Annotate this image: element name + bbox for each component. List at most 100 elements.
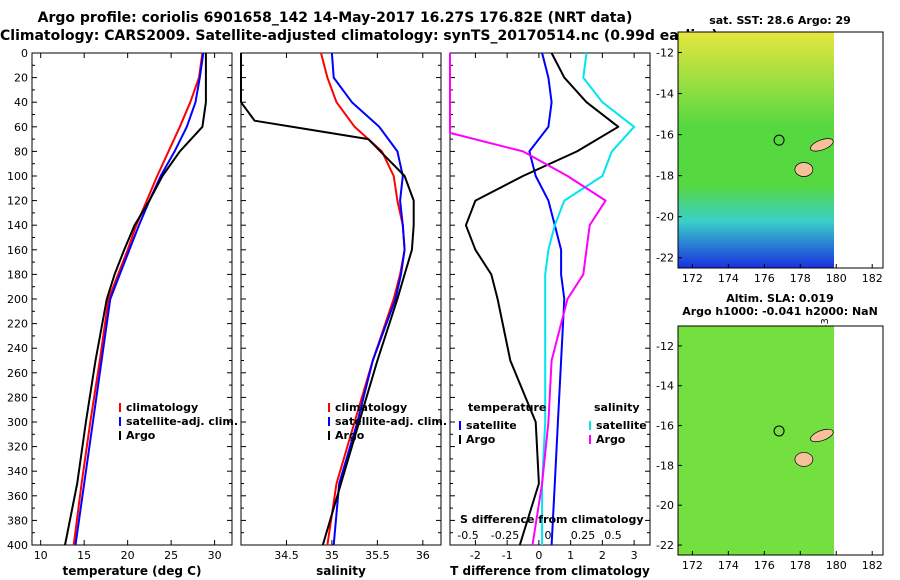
y-tick-label: 380	[7, 514, 28, 527]
lon-tick-label: 176	[754, 559, 775, 572]
secondary-tick-label: 0.5	[604, 529, 622, 542]
legend-label: satellite	[466, 419, 517, 432]
y-tick-label: 120	[7, 195, 28, 208]
x-axis-label: temperature (deg C)	[63, 564, 202, 578]
y-tick-label: 400	[7, 539, 28, 552]
map-sst: 172 174 176 178 180 182 -12 -14 -16 -18 -20 -22	[656, 31, 884, 285]
x-tick-label: 20	[121, 549, 135, 562]
y-tick-label: 60	[14, 121, 28, 134]
chart-title-line1: Argo profile: coriolis 6901658_142 14-Ma…	[37, 10, 633, 26]
island-vanua-levu	[810, 428, 834, 443]
x-tick-label: 30	[208, 549, 222, 562]
y-tick-label: 180	[7, 268, 28, 281]
chart-title-line2: Climatology: CARS2009. Satellite-adjuste…	[0, 28, 718, 44]
legend-title-temperature: temperature	[468, 401, 546, 414]
sla-map-subtitle: Argo h1000: -0.041 h2000: NaN	[682, 305, 878, 318]
lon-tick-label: 178	[790, 272, 811, 285]
legend-label: Argo	[596, 433, 626, 446]
lat-tick-label: -22	[656, 539, 674, 552]
lat-tick-label: -14	[656, 88, 674, 101]
lon-tick-label: 182	[862, 559, 883, 572]
series-line-satellite-adj-clim-	[74, 52, 205, 546]
series-line-satellite-adj-clim-	[330, 52, 406, 546]
plot-frame-difference	[449, 52, 651, 546]
y-tick-label: 220	[7, 318, 28, 331]
legend-title-salinity: salinity	[594, 401, 640, 414]
y-tick-label: 0	[21, 47, 28, 60]
x-tick-label: 1	[567, 549, 574, 562]
y-tick-label: 200	[7, 293, 28, 306]
y-tick-label: 240	[7, 342, 28, 355]
legend-label: satellite-adj. clim.	[335, 415, 447, 428]
y-tick-label: 300	[7, 416, 28, 429]
panel-difference: -2 -1 0 1 2 3 T difference from climatology tem…	[449, 52, 651, 578]
x-tick-label: -2	[470, 549, 481, 562]
island-viti-levu	[794, 162, 814, 177]
panel-temperature: 0 20 40 60 80 100 120 140 160 180 200 220 240 260 280 3…	[7, 47, 238, 578]
argo-position-marker	[773, 425, 785, 437]
x-tick-label: 15	[77, 549, 91, 562]
secondary-tick-label: -0.5	[457, 529, 478, 542]
legend-label: Argo	[466, 433, 496, 446]
sst-map-title: sat. SST: 28.6 Argo: 29	[709, 14, 851, 27]
y-tick-label: 140	[7, 219, 28, 232]
lon-tick-label: 178	[790, 559, 811, 572]
y-tick-label: 20	[14, 72, 28, 85]
island-vanua-levu	[810, 138, 834, 152]
map-frame-sst	[677, 31, 884, 269]
panel-salinity: 34.5 35 35.5 36 salinity climatologysatellite…	[240, 52, 447, 578]
legend-label: climatology	[126, 401, 198, 414]
legend-label: satellite	[596, 419, 647, 432]
series-line-salinity-satellite	[541, 52, 636, 545]
lon-tick-label: 182	[862, 272, 883, 285]
y-tick-label: 320	[7, 441, 28, 454]
x-tick-label: 2	[599, 549, 606, 562]
lat-tick-label: -18	[656, 459, 674, 472]
series-line-temperature-argo	[464, 52, 620, 546]
x-tick-label: 36	[416, 549, 430, 562]
x-tick-label: 3	[631, 549, 638, 562]
lat-tick-label: -20	[656, 211, 674, 224]
map-blank-strip	[834, 326, 842, 555]
lon-tick-label: 180	[826, 272, 847, 285]
lat-tick-label: -16	[656, 420, 674, 433]
lon-tick-label: 174	[718, 272, 739, 285]
legend-label: Argo	[126, 429, 156, 442]
profile-panels: 0204060801001201401601802002202402602803…	[7, 47, 651, 578]
secondary-tick-label: 0.25	[571, 529, 596, 542]
legend-label: Argo	[335, 429, 365, 442]
y-tick-label: 80	[14, 145, 28, 158]
y-tick-label: 260	[7, 367, 28, 380]
x-axis-label: salinity	[316, 564, 366, 578]
x-tick-label: 25	[164, 549, 178, 562]
lat-tick-label: -16	[656, 129, 674, 142]
map-frame-sla	[677, 325, 884, 556]
lon-tick-label: 176	[754, 272, 775, 285]
sla-map-title: Altim. SLA: 0.019	[726, 292, 834, 305]
secondary-axis-label: S difference from climatology	[460, 513, 644, 526]
series-line-argo	[240, 53, 415, 546]
lat-tick-label: -18	[656, 170, 674, 183]
series-line-temperature-satellite	[528, 52, 566, 546]
series-line-salinity-argo	[449, 53, 607, 546]
series-line-climatology	[72, 52, 204, 546]
x-tick-label: 34.5	[274, 549, 299, 562]
x-tick-label: 35.5	[365, 549, 390, 562]
legend-label: satellite-adj. clim.	[126, 415, 238, 428]
map-blank-strip	[834, 32, 842, 268]
series-line-climatology	[320, 52, 406, 546]
y-tick-label: 280	[7, 391, 28, 404]
y-tick-label: 40	[14, 96, 28, 109]
island-viti-levu	[794, 452, 814, 467]
x-tick-label: 35	[325, 549, 339, 562]
y-tick-label: 160	[7, 244, 28, 257]
lat-tick-label: -20	[656, 499, 674, 512]
series-line-argo	[64, 53, 207, 546]
argo-position-marker	[773, 134, 785, 146]
lat-tick-label: -22	[656, 252, 674, 265]
secondary-tick-label: 0	[545, 529, 552, 542]
y-tick-label: 100	[7, 170, 28, 183]
x-tick-label: 0	[535, 549, 542, 562]
x-tick-label: 10	[34, 549, 48, 562]
